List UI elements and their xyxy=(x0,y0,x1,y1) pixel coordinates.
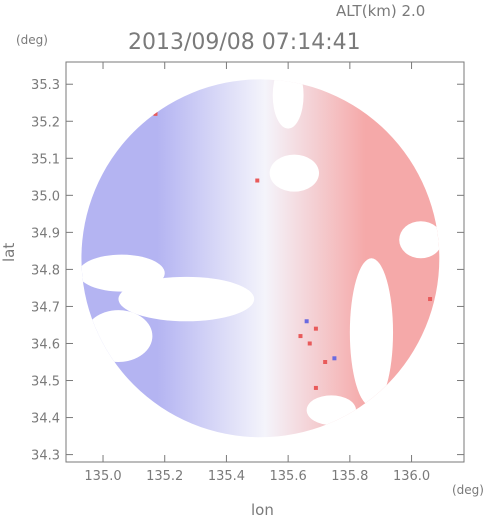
echo-speckle xyxy=(304,319,309,324)
x-tick-label: 135.8 xyxy=(331,469,368,484)
no-data-gap xyxy=(272,79,304,129)
y-tick-labels: 34.3 34.4 34.5 34.6 34.7 34.8 34.9 35.0 35.1 35.2… xyxy=(31,78,60,463)
x-tick-labels: 135.0 135.2 135.4 135.6 135.8 136.0 xyxy=(84,469,430,484)
y-tick-label: 34.6 xyxy=(31,337,60,352)
x-tick-label: 135.2 xyxy=(146,469,183,484)
no-data-gap xyxy=(306,395,357,425)
chart-subtitle: ALT(km) 2.0 xyxy=(336,2,425,20)
y-tick-label: 34.5 xyxy=(31,375,60,390)
no-data-gap xyxy=(269,154,319,192)
echo-speckle xyxy=(313,326,318,331)
y-tick-label: 35.3 xyxy=(31,78,60,93)
x-tick-label: 135.6 xyxy=(270,469,307,484)
x-tick-label: 135.4 xyxy=(208,469,245,484)
echo-speckle xyxy=(332,356,337,361)
y-tick-label: 34.4 xyxy=(31,412,60,427)
y-axis-label: lat xyxy=(0,243,18,262)
echo-speckle xyxy=(428,297,433,302)
y-tick-label: 34.3 xyxy=(31,449,60,464)
no-data-gap xyxy=(84,310,153,362)
chart-title: 2013/09/08 07:14:41 xyxy=(128,30,361,55)
no-data-gap xyxy=(118,276,255,322)
no-data-gap xyxy=(399,221,440,259)
y-unit-label: (deg) xyxy=(16,33,48,47)
echo-speckle xyxy=(298,334,303,339)
y-tick-label: 35.2 xyxy=(31,115,60,130)
x-tick-label: 136.0 xyxy=(393,469,430,484)
y-tick-label: 34.8 xyxy=(31,263,60,278)
y-tick-label: 35.0 xyxy=(31,189,60,204)
no-data-gap xyxy=(349,258,394,407)
echo-speckle xyxy=(255,178,260,183)
x-axis-label: lon xyxy=(251,501,274,519)
x-unit-label: (deg) xyxy=(452,483,484,497)
y-tick-label: 35.1 xyxy=(31,152,60,167)
axis-ticks xyxy=(66,62,464,462)
echo-speckle xyxy=(153,111,158,116)
y-tick-label: 34.7 xyxy=(31,300,60,315)
plot-frame xyxy=(65,61,465,463)
y-tick-label: 34.9 xyxy=(31,226,60,241)
echo-speckle xyxy=(313,385,318,390)
x-tick-label: 135.0 xyxy=(84,469,121,484)
echo-speckle xyxy=(323,360,328,364)
echo-speckles xyxy=(153,111,433,390)
echo-speckle xyxy=(307,341,312,346)
plot-area xyxy=(81,79,440,438)
